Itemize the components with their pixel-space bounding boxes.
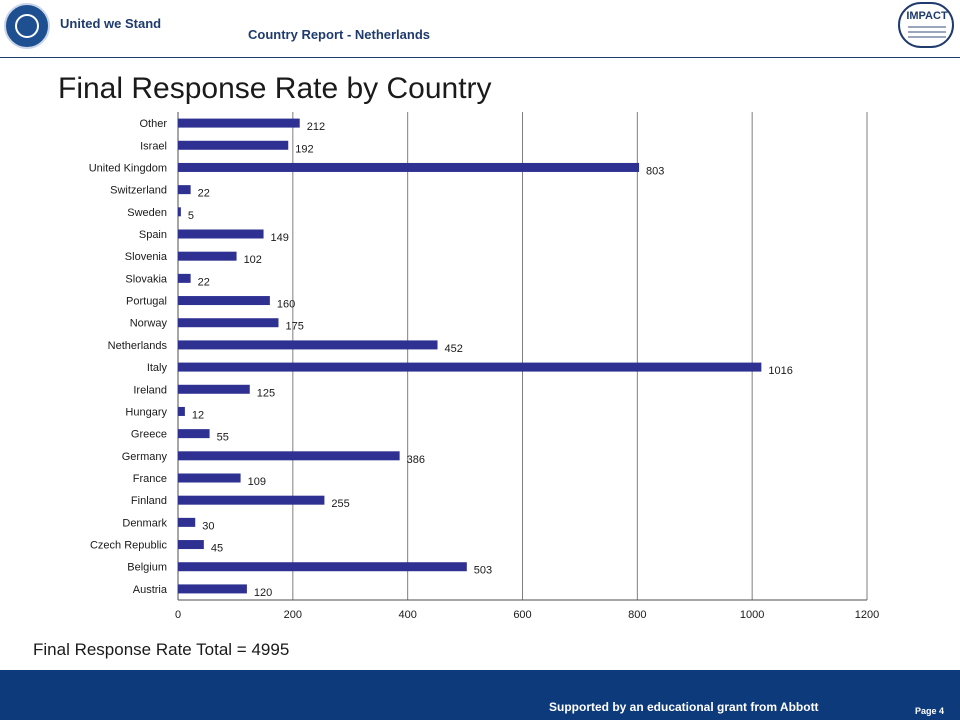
data-label: 55	[217, 432, 229, 444]
impact-logo-lines-icon	[908, 26, 946, 38]
response-rate-bar-chart: 0 200 400 600 800 1000 1200 Other 212 Israel 192 Un…	[89, 112, 880, 621]
x-tick-label: 1200	[855, 609, 879, 621]
category-label: Slovakia	[125, 273, 167, 285]
bar-norway	[178, 318, 279, 328]
category-label: Switzerland	[110, 185, 167, 197]
chart-gridlines	[177, 112, 868, 601]
response-total: Final Response Rate Total = 4995	[33, 640, 290, 659]
category-label: Austria	[133, 584, 168, 596]
data-label: 503	[474, 565, 492, 577]
data-label: 452	[445, 343, 463, 355]
page-number: Page 4	[915, 706, 945, 716]
category-label: Netherlands	[108, 340, 168, 352]
category-label: Other	[139, 118, 167, 130]
category-label: Portugal	[126, 296, 167, 308]
data-label: 125	[257, 387, 275, 399]
category-label: Belgium	[127, 562, 167, 574]
bar-other	[178, 118, 300, 128]
category-label: Sweden	[127, 207, 167, 219]
bar-denmark	[178, 517, 196, 527]
bar-netherlands	[178, 340, 438, 350]
data-label: 149	[271, 232, 289, 244]
category-label: United Kingdom	[89, 162, 167, 174]
report-title: Country Report - Netherlands	[248, 27, 431, 42]
bar-france	[178, 473, 241, 483]
category-label: Greece	[131, 429, 167, 441]
bar-slovenia	[178, 251, 237, 261]
data-label: 386	[407, 454, 425, 466]
category-label: Finland	[131, 495, 167, 507]
data-label: 45	[211, 543, 223, 555]
category-label: Denmark	[122, 517, 167, 529]
bar-czech-republic	[178, 540, 204, 550]
data-label: 255	[331, 498, 349, 510]
category-label: Czech Republic	[90, 540, 168, 552]
x-tick-label: 200	[284, 609, 302, 621]
data-label: 175	[285, 321, 303, 333]
data-label: 1016	[768, 365, 792, 377]
data-label: 22	[198, 276, 210, 288]
data-label: 30	[202, 520, 214, 532]
bar-portugal	[178, 296, 270, 306]
category-label: Norway	[130, 318, 168, 330]
bar-italy	[178, 362, 762, 372]
chart-labels: 0 200 400 600 800 1000 1200 Other 212 Israel 192 Un…	[89, 118, 880, 621]
x-tick-label: 800	[628, 609, 646, 621]
impact-logo-icon: IMPACT	[898, 2, 954, 48]
data-label: 22	[198, 188, 210, 200]
bar-austria	[178, 584, 247, 594]
category-label: Italy	[147, 362, 168, 374]
bar-finland	[178, 495, 325, 505]
data-label: 5	[188, 210, 194, 222]
data-label: 102	[244, 254, 262, 266]
category-label: Hungary	[125, 406, 167, 418]
bar-hungary	[178, 406, 185, 416]
bar-slovakia	[178, 273, 191, 283]
bar-spain	[178, 229, 264, 239]
header-divider	[0, 57, 960, 58]
sponsor-note: Supported by an educational grant from A…	[549, 700, 819, 714]
data-label: 160	[277, 299, 295, 311]
x-tick-label: 0	[175, 609, 181, 621]
data-label: 12	[192, 409, 204, 421]
bar-sweden	[178, 207, 181, 217]
slide-header: United we Stand Country Report - Netherl…	[0, 0, 960, 58]
category-label: Ireland	[133, 384, 167, 396]
data-label: 803	[646, 165, 664, 177]
united-we-stand-logo-icon	[4, 3, 50, 49]
category-label: Israel	[140, 140, 167, 152]
bar-united-kingdom	[178, 162, 640, 172]
category-label: Germany	[122, 451, 168, 463]
x-tick-label: 600	[513, 609, 531, 621]
category-label: Slovenia	[125, 251, 168, 263]
bar-switzerland	[178, 185, 191, 195]
data-label: 212	[307, 121, 325, 133]
category-label: France	[133, 473, 167, 485]
bar-greece	[178, 429, 210, 439]
logo-ring-icon	[15, 14, 39, 38]
x-tick-label: 1000	[740, 609, 764, 621]
category-label: Spain	[139, 229, 167, 241]
chart-bars	[178, 118, 762, 594]
data-label: 109	[248, 476, 266, 488]
impact-logo-text: IMPACT	[906, 10, 948, 22]
x-tick-label: 400	[398, 609, 416, 621]
page-title: Final Response Rate by Country	[58, 72, 492, 105]
data-label: 120	[254, 587, 272, 599]
bar-germany	[178, 451, 400, 461]
data-label: 192	[295, 143, 313, 155]
bar-belgium	[178, 562, 467, 572]
bar-ireland	[178, 384, 250, 394]
brand-name: United we Stand	[60, 16, 162, 31]
slide-footer: Supported by an educational grant from A…	[0, 670, 960, 720]
bar-israel	[178, 140, 289, 150]
